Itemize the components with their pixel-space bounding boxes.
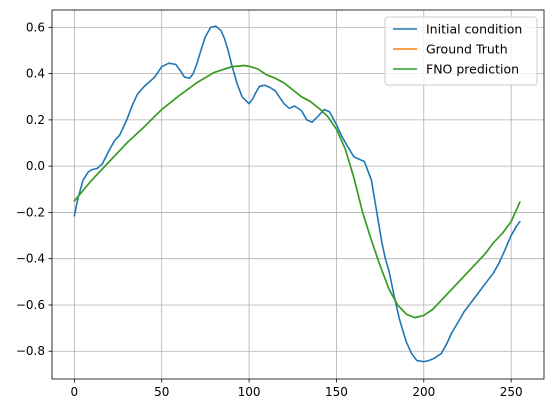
axes-frame bbox=[51, 9, 545, 380]
y-tick-label: −0.2 bbox=[16, 205, 45, 219]
x-tick-label: 200 bbox=[412, 385, 435, 399]
x-tick-label: 0 bbox=[71, 385, 79, 399]
plot-area bbox=[73, 25, 521, 363]
legend: Initial condition Ground Truth FNO predict… bbox=[384, 16, 538, 86]
y-tick-label: 0.2 bbox=[26, 113, 45, 127]
grid bbox=[52, 10, 544, 379]
legend-label-fno-prediction: FNO prediction bbox=[426, 62, 519, 77]
x-tick-label: 150 bbox=[325, 385, 348, 399]
y-tick-label: 0.6 bbox=[26, 20, 45, 34]
y-tick-label: 0.0 bbox=[26, 159, 45, 173]
y-tick-label: 0.4 bbox=[26, 67, 45, 81]
axis-ticks: 0 50 100 150 200 250 −0.8 −0.6 −0.4 −0.2 0.0 0.2 0.4… bbox=[16, 20, 523, 399]
x-tick-label: 250 bbox=[500, 385, 523, 399]
series-line-fno-prediction bbox=[73, 64, 521, 319]
y-tick-label: −0.6 bbox=[16, 298, 45, 312]
y-tick-label: −0.4 bbox=[16, 252, 45, 266]
legend-label-initial-condition: Initial condition bbox=[426, 22, 522, 37]
x-tick-label: 50 bbox=[154, 385, 169, 399]
y-tick-label: −0.8 bbox=[16, 344, 45, 358]
legend-label-ground-truth: Ground Truth bbox=[426, 42, 508, 57]
x-tick-label: 100 bbox=[238, 385, 261, 399]
legend-box bbox=[384, 16, 538, 86]
series-line-initial-condition bbox=[73, 25, 521, 363]
